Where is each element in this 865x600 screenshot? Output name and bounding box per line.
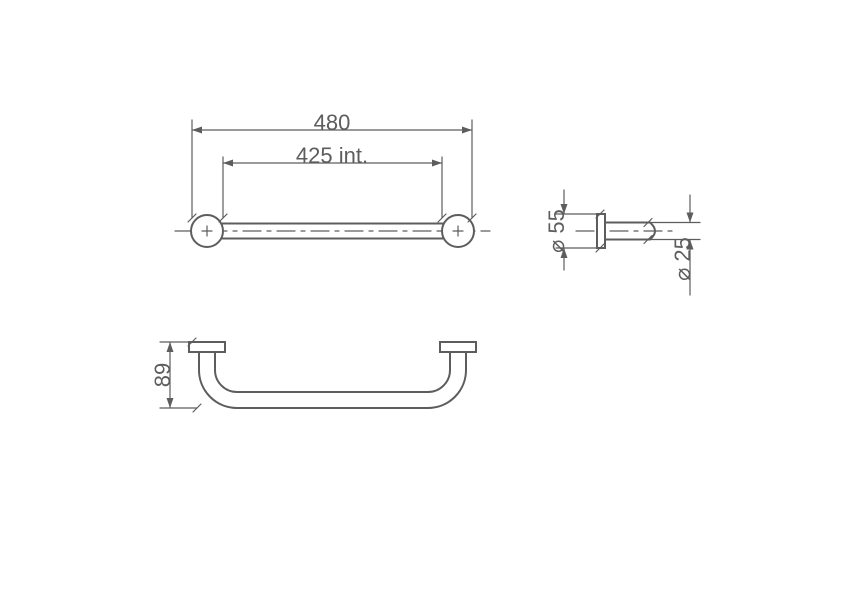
diameter-label: ⌀ 55 bbox=[544, 209, 569, 253]
dim-overall-width: 480 bbox=[314, 110, 351, 135]
diameter-label: ⌀ 25 bbox=[670, 237, 695, 281]
dim-interior-width: 425 int. bbox=[296, 143, 368, 168]
dim-depth: 89 bbox=[150, 363, 175, 387]
